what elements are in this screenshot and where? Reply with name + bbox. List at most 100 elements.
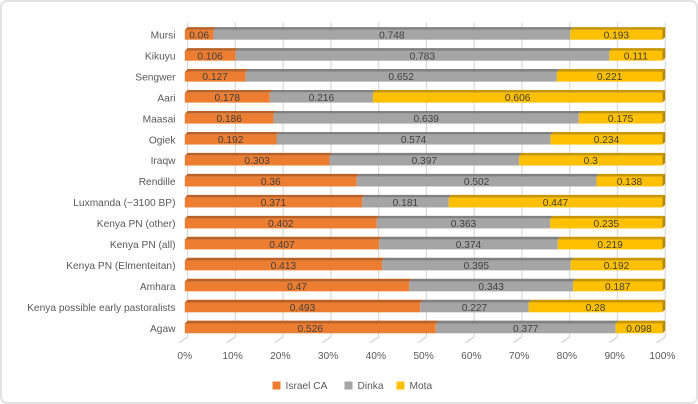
bar-segment[interactable] — [550, 134, 663, 145]
bar-segment-top-face — [573, 278, 666, 282]
bar-segment[interactable] — [372, 92, 663, 103]
category-label: Amhara — [140, 282, 176, 293]
bar-segment-side-face — [662, 131, 666, 145]
bar-segment[interactable] — [184, 113, 274, 124]
bar-segment-side-face — [662, 69, 666, 82]
data-label: 0.447 — [543, 198, 569, 209]
data-label: 0.187 — [605, 282, 631, 293]
data-label: 0.234 — [594, 135, 620, 146]
bar-segment-side-face — [662, 257, 666, 271]
bar-segment[interactable] — [184, 29, 214, 40]
bar-segment[interactable] — [269, 92, 373, 103]
bar-segment-top-face — [528, 299, 666, 303]
bar-segment[interactable] — [273, 113, 579, 124]
bar-segment[interactable] — [519, 155, 663, 166]
data-label: 0.193 — [604, 30, 630, 41]
axis-tick — [369, 336, 379, 344]
bar-segment-top-face — [276, 131, 554, 135]
bar-segment[interactable] — [556, 71, 663, 82]
bar-segment-top-face — [184, 27, 217, 30]
bar-segment-top-face — [184, 110, 277, 114]
bar-segment[interactable] — [435, 323, 616, 334]
category-label: Sengwer — [135, 72, 176, 83]
bar-segment-top-face — [184, 173, 360, 177]
axis-tick — [321, 336, 332, 344]
bar-segment[interactable] — [184, 134, 277, 145]
bar-segment[interactable] — [578, 113, 663, 124]
bar-segment-top-face — [609, 48, 666, 51]
bar-segment[interactable] — [184, 323, 436, 334]
legend-item[interactable]: Mota — [396, 381, 432, 392]
category-label: Rendille — [139, 177, 176, 188]
data-label: 0.363 — [451, 219, 477, 230]
bar-segment[interactable] — [184, 197, 363, 208]
bar-segment[interactable] — [184, 239, 380, 250]
bar-segment[interactable] — [356, 176, 597, 187]
data-label: 0.192 — [604, 261, 630, 272]
category-label: Maasai — [143, 114, 176, 125]
bar-segment[interactable] — [557, 239, 663, 250]
data-label: 0.652 — [388, 72, 414, 83]
bar-segment[interactable] — [184, 50, 236, 61]
bar-segment[interactable] — [596, 176, 663, 187]
bar-segment-side-face — [662, 110, 666, 124]
bar-segment-top-face — [362, 194, 452, 198]
legend-swatch — [396, 381, 405, 390]
bar-segment-top-face — [329, 152, 522, 156]
bar-segment-side-face — [662, 215, 666, 229]
bar-segment[interactable] — [362, 197, 449, 208]
bar-segment[interactable] — [382, 260, 571, 271]
data-label: 0.574 — [401, 135, 427, 146]
data-label: 0.3 — [584, 156, 598, 167]
legend-label: Dinka — [358, 381, 384, 392]
data-label: 0.36 — [261, 177, 281, 188]
bar-segment[interactable] — [245, 71, 557, 82]
bar-segment[interactable] — [329, 155, 520, 166]
data-label: 0.098 — [626, 324, 652, 335]
data-label: 0.175 — [608, 114, 634, 125]
legend-item[interactable]: Israel CA — [272, 381, 328, 392]
bar-segment[interactable] — [573, 281, 663, 292]
bar-segment[interactable] — [235, 50, 610, 61]
bar-segment[interactable] — [184, 92, 270, 103]
x-axis-label: 60% — [461, 351, 481, 362]
bar-segment[interactable] — [570, 260, 663, 271]
bar-segment[interactable] — [184, 260, 383, 271]
bar-segment-top-face — [269, 90, 376, 93]
bar-segment[interactable] — [184, 218, 377, 229]
data-label: 0.303 — [244, 156, 270, 167]
data-label: 0.493 — [290, 303, 316, 314]
legend-swatch — [272, 381, 281, 390]
bar-segment[interactable] — [184, 176, 357, 187]
bar-segment[interactable] — [420, 302, 529, 313]
bar-segment[interactable] — [276, 134, 551, 145]
bar-segment[interactable] — [213, 29, 571, 40]
bar-segment-top-face — [435, 320, 619, 324]
bar-segment[interactable] — [448, 197, 663, 208]
axis-tick — [656, 336, 666, 344]
x-axis-label: 0% — [177, 351, 192, 362]
bar-segment[interactable] — [184, 155, 330, 166]
bar-segment[interactable] — [184, 281, 410, 292]
bar-segment[interactable] — [550, 218, 663, 229]
x-axis-label: 70% — [509, 351, 529, 362]
bar-segment[interactable] — [184, 71, 246, 82]
data-label: 0.111 — [624, 51, 648, 62]
bar-segment[interactable] — [570, 29, 663, 40]
bar-segment[interactable] — [376, 218, 551, 229]
bar-segment[interactable] — [409, 281, 574, 292]
data-label: 0.783 — [410, 51, 436, 62]
bar-segment[interactable] — [615, 323, 663, 334]
legend-item[interactable]: Dinka — [344, 381, 384, 392]
bar-segment[interactable] — [379, 239, 558, 250]
bar-segment[interactable] — [609, 50, 663, 61]
bar-segment-top-face — [372, 90, 666, 93]
data-label: 0.06 — [189, 30, 209, 41]
bar-segment[interactable] — [528, 302, 663, 313]
bar-segment-top-face — [382, 257, 574, 261]
bar-segment[interactable] — [184, 302, 421, 313]
category-label: Agaw — [150, 324, 176, 335]
